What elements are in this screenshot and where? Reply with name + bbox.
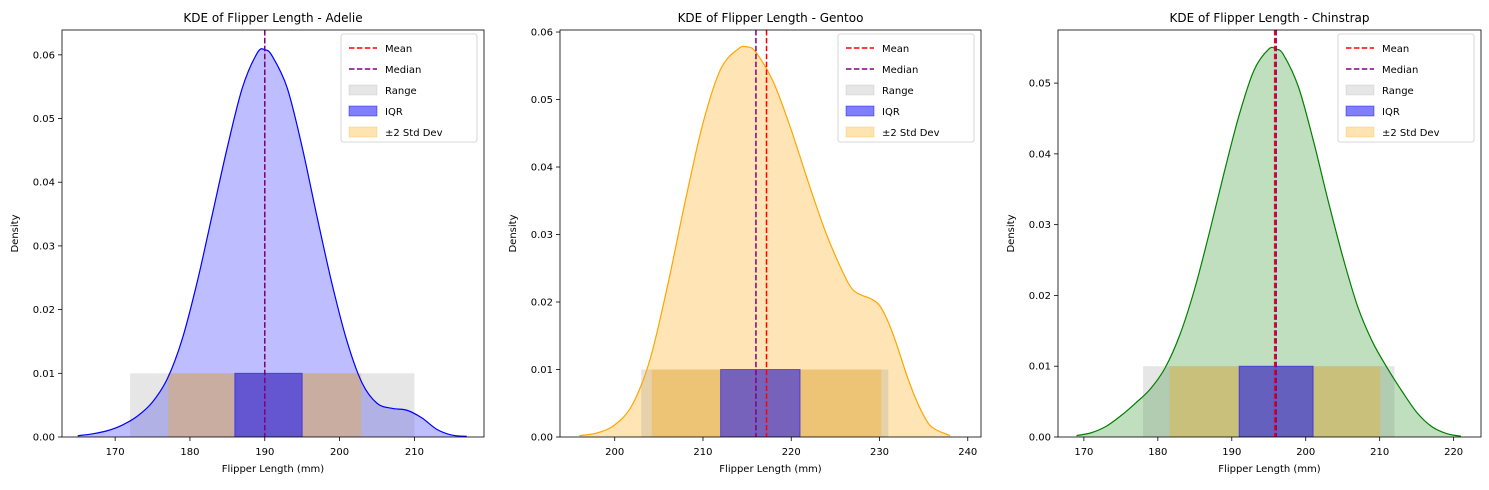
axes-frame xyxy=(61,29,485,438)
chart-title: KDE of Flipper Length - Adelie xyxy=(183,11,362,25)
legend-patch-swatch xyxy=(348,84,378,96)
x-tick-label: 170 xyxy=(1074,447,1093,458)
chart-panel-3: 170 180 190 200 210 220 0.00 0.01 0.02 0.03 0.04 0.… xyxy=(1006,11,1482,475)
y-tick-label: 0.03 xyxy=(1029,220,1051,231)
legend-entry-label: Range xyxy=(385,86,417,97)
y-tick-label: 0.04 xyxy=(531,163,553,174)
kde-fill xyxy=(579,46,951,437)
axes-frame xyxy=(559,29,982,438)
legend-entry-label: ±2 Std Dev xyxy=(385,128,443,139)
kde-fill xyxy=(1076,47,1462,437)
iqr-band xyxy=(234,372,303,437)
legend-entry-label: ±2 Std Dev xyxy=(1382,128,1440,139)
x-axis-label: Flipper Length (mm) xyxy=(222,464,325,475)
legend-entry-label: Range xyxy=(882,86,914,97)
legend-entry-label: IQR xyxy=(385,107,403,118)
y-tick-label: 0.00 xyxy=(33,433,55,444)
x-tick-label: 190 xyxy=(1222,447,1241,458)
legend-patch-swatch xyxy=(1345,126,1375,138)
legend-entry-label: IQR xyxy=(1382,107,1400,118)
legend-entry-label: Mean xyxy=(882,44,909,55)
kde-line xyxy=(579,45,951,437)
x-tick-label: 210 xyxy=(1370,447,1389,458)
chart-panel-1: 170 180 190 200 210 0.00 0.01 0.02 0.03 0.04 0.05 0… xyxy=(10,11,485,475)
legend-patch-swatch xyxy=(1345,105,1375,117)
legend-entry-label: Median xyxy=(1382,65,1418,76)
chart-title: KDE of Flipper Length - Chinstrap xyxy=(1170,11,1370,25)
x-tick-label: 200 xyxy=(1296,447,1315,458)
y-tick-label: 0.00 xyxy=(1029,433,1051,444)
y-tick-label: 0.05 xyxy=(531,95,553,106)
y-axis-label: Density xyxy=(508,214,519,252)
x-tick-label: 200 xyxy=(330,447,349,458)
y-tick-label: 0.02 xyxy=(531,298,553,309)
plot-area xyxy=(77,30,467,437)
x-tick-label: 220 xyxy=(782,447,801,458)
chart-panel-2: 200 210 220 230 240 0.00 0.01 0.02 0.03 0.04 0.05 0… xyxy=(508,11,982,475)
x-tick-label: 180 xyxy=(1148,447,1167,458)
x-tick-label: 230 xyxy=(870,447,889,458)
y-tick-label: 0.05 xyxy=(33,114,55,125)
x-tick-label: 210 xyxy=(405,447,424,458)
legend-entry-label: Mean xyxy=(385,44,412,55)
legend-patch-swatch xyxy=(845,126,875,138)
y-tick-label: 0.03 xyxy=(531,230,553,241)
y-tick-label: 0.06 xyxy=(33,50,55,61)
legend-patch-swatch xyxy=(845,84,875,96)
legend: Mean Median Range IQR ±2 Std Dev xyxy=(1337,33,1475,143)
x-tick-label: 200 xyxy=(605,447,624,458)
x-tick-label: 170 xyxy=(106,447,125,458)
legend-entry-label: IQR xyxy=(882,107,900,118)
legend-entry-label: Median xyxy=(882,65,918,76)
x-tick-label: 220 xyxy=(1444,447,1463,458)
x-tick-label: 240 xyxy=(958,447,977,458)
kde-fill xyxy=(77,48,467,437)
kde-line xyxy=(1076,46,1462,437)
x-tick-label: 190 xyxy=(255,447,274,458)
y-tick-label: 0.01 xyxy=(1029,362,1051,373)
y-tick-label: 0.02 xyxy=(33,305,55,316)
legend: Mean Median Range IQR ±2 Std Dev xyxy=(340,33,478,143)
legend-patch-swatch xyxy=(348,105,378,117)
y-tick-label: 0.00 xyxy=(531,433,553,444)
legend-entry-label: Mean xyxy=(1382,44,1409,55)
legend-patch-swatch xyxy=(845,105,875,117)
x-tick-label: 210 xyxy=(693,447,712,458)
legend-entry-label: Median xyxy=(385,65,421,76)
x-axis-label: Flipper Length (mm) xyxy=(1218,464,1321,475)
y-tick-label: 0.03 xyxy=(33,241,55,252)
chart-title: KDE of Flipper Length - Gentoo xyxy=(678,11,864,25)
y-tick-label: 0.05 xyxy=(1029,79,1051,90)
y-axis-label: Density xyxy=(10,214,21,252)
kde-line xyxy=(77,48,467,437)
plot-area xyxy=(1076,30,1462,437)
y-tick-label: 0.04 xyxy=(33,178,55,189)
axes-frame xyxy=(1057,29,1482,438)
plot-area xyxy=(579,30,951,437)
x-axis-label: Flipper Length (mm) xyxy=(719,464,822,475)
y-tick-label: 0.04 xyxy=(1029,149,1051,160)
y-tick-label: 0.01 xyxy=(531,365,553,376)
legend: Mean Median Range IQR ±2 Std Dev xyxy=(837,33,975,143)
legend-patch-swatch xyxy=(348,126,378,138)
y-tick-label: 0.06 xyxy=(531,28,553,39)
legend-patch-swatch xyxy=(1345,84,1375,96)
y-tick-label: 0.02 xyxy=(1029,291,1051,302)
y-tick-label: 0.01 xyxy=(33,369,55,380)
legend-entry-label: ±2 Std Dev xyxy=(882,128,940,139)
legend-entry-label: Range xyxy=(1382,86,1414,97)
iqr-band xyxy=(720,369,801,437)
y-axis-label: Density xyxy=(1006,214,1017,252)
x-tick-label: 180 xyxy=(180,447,199,458)
